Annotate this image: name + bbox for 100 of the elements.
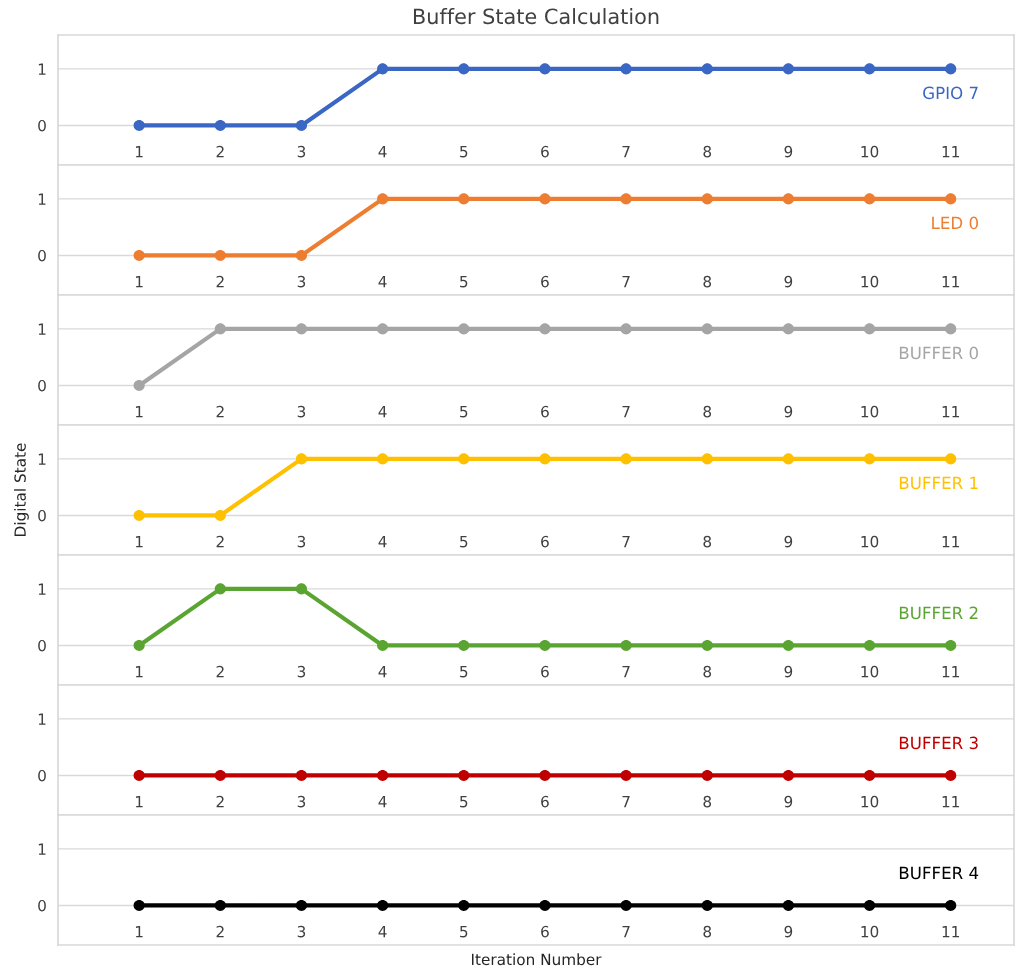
- x-tick-label: 6: [541, 145, 549, 158]
- y-tick-label: 1: [38, 843, 46, 855]
- y-tick-label: 0: [38, 249, 46, 262]
- series-label: BUFFER 0: [899, 346, 978, 360]
- x-tick-label: 6: [541, 925, 549, 938]
- x-axis-title: Iteration Number: [471, 953, 602, 966]
- x-tick-label: 7: [622, 406, 630, 418]
- x-tick-label: 7: [622, 536, 630, 548]
- x-tick-label: 1: [135, 276, 143, 288]
- chart-title: Buffer State Calculation: [413, 8, 659, 25]
- x-tick-label: 8: [703, 925, 712, 938]
- x-tick-label: 9: [784, 535, 793, 548]
- x-tick-label: 6: [541, 535, 549, 548]
- y-tick-label: 1: [38, 323, 46, 335]
- y-axis-title: Digital State: [14, 443, 29, 536]
- x-tick-label: 1: [135, 926, 143, 938]
- x-tick-label: 6: [541, 275, 549, 288]
- x-tick-label: 9: [784, 405, 793, 418]
- series-label: GPIO 7: [923, 86, 978, 100]
- x-tick-label: 3: [297, 925, 306, 938]
- x-tick-label: 2: [216, 275, 224, 288]
- x-tick-label: 11: [942, 926, 960, 938]
- series-label: BUFFER 1: [899, 476, 978, 490]
- x-tick-label: 7: [622, 796, 630, 808]
- x-tick-label: 3: [297, 405, 306, 418]
- x-tick-label: 7: [622, 666, 630, 678]
- x-tick-label: 2: [216, 405, 224, 418]
- x-tick-label: 11: [942, 666, 960, 678]
- x-tick-label: 1: [135, 666, 143, 678]
- x-tick-label: 10: [861, 665, 879, 678]
- x-tick-label: 7: [622, 926, 630, 938]
- x-tick-label: 7: [622, 146, 630, 158]
- y-tick-label: 1: [38, 713, 46, 725]
- x-tick-label: 9: [784, 925, 793, 938]
- x-tick-label: 4: [378, 276, 387, 288]
- x-tick-label: 10: [861, 925, 879, 938]
- x-tick-label: 3: [297, 145, 306, 158]
- y-tick-label: 1: [38, 453, 46, 465]
- y-tick-label: 1: [38, 583, 46, 595]
- x-tick-label: 1: [135, 536, 143, 548]
- x-tick-label: 2: [216, 665, 224, 678]
- x-tick-label: 4: [378, 536, 387, 548]
- x-tick-label: 5: [460, 926, 468, 938]
- x-tick-label: 8: [703, 665, 712, 678]
- x-tick-label: 10: [861, 145, 879, 158]
- x-tick-label: 8: [703, 535, 712, 548]
- series-label: BUFFER 3: [899, 736, 978, 750]
- x-tick-label: 4: [378, 926, 387, 938]
- x-tick-label: 9: [784, 795, 793, 808]
- series-label: BUFFER 4: [899, 866, 979, 880]
- y-tick-label: 0: [38, 119, 46, 132]
- x-tick-label: 11: [942, 796, 960, 808]
- y-tick-label: 1: [38, 63, 46, 75]
- x-tick-label: 2: [216, 795, 224, 808]
- x-tick-label: 6: [541, 795, 549, 808]
- y-tick-label: 1: [38, 193, 46, 205]
- y-tick-label: 0: [38, 639, 46, 652]
- x-tick-label: 5: [460, 536, 468, 548]
- x-tick-label: 8: [703, 405, 712, 418]
- x-tick-label: 9: [784, 275, 793, 288]
- x-tick-label: 11: [942, 536, 960, 548]
- x-tick-label: 3: [297, 535, 306, 548]
- y-tick-label: 0: [38, 769, 46, 782]
- x-tick-label: 8: [703, 275, 712, 288]
- x-tick-label: 5: [460, 406, 468, 418]
- x-tick-label: 3: [297, 275, 306, 288]
- x-tick-label: 10: [861, 275, 879, 288]
- x-tick-label: 9: [784, 145, 793, 158]
- x-tick-label: 1: [135, 796, 143, 808]
- x-tick-label: 4: [378, 796, 387, 808]
- y-tick-label: 0: [38, 379, 46, 392]
- x-tick-label: 2: [216, 925, 224, 938]
- x-tick-label: 1: [135, 406, 143, 418]
- x-tick-label: 8: [703, 795, 712, 808]
- x-tick-label: 11: [942, 146, 960, 158]
- y-tick-label: 0: [38, 899, 46, 912]
- x-tick-label: 2: [216, 145, 224, 158]
- x-tick-label: 9: [784, 665, 793, 678]
- y-tick-label: 0: [38, 509, 46, 522]
- x-tick-label: 6: [541, 405, 549, 418]
- x-tick-label: 5: [460, 276, 468, 288]
- x-tick-label: 10: [861, 535, 879, 548]
- x-tick-label: 5: [460, 146, 468, 158]
- series-label: BUFFER 2: [899, 606, 978, 620]
- x-tick-label: 7: [622, 276, 630, 288]
- x-tick-label: 4: [378, 406, 387, 418]
- x-tick-label: 4: [378, 146, 387, 158]
- x-tick-label: 2: [216, 535, 224, 548]
- x-tick-label: 6: [541, 665, 549, 678]
- x-tick-label: 10: [861, 795, 879, 808]
- x-tick-label: 5: [460, 666, 468, 678]
- x-tick-label: 8: [703, 145, 712, 158]
- x-tick-label: 11: [942, 276, 960, 288]
- x-tick-label: 10: [861, 405, 879, 418]
- x-tick-label: 11: [942, 406, 960, 418]
- x-tick-label: 4: [378, 666, 387, 678]
- series-label: LED 0: [932, 216, 978, 230]
- x-tick-label: 5: [460, 796, 468, 808]
- x-tick-label: 1: [135, 146, 143, 158]
- x-tick-label: 3: [297, 665, 306, 678]
